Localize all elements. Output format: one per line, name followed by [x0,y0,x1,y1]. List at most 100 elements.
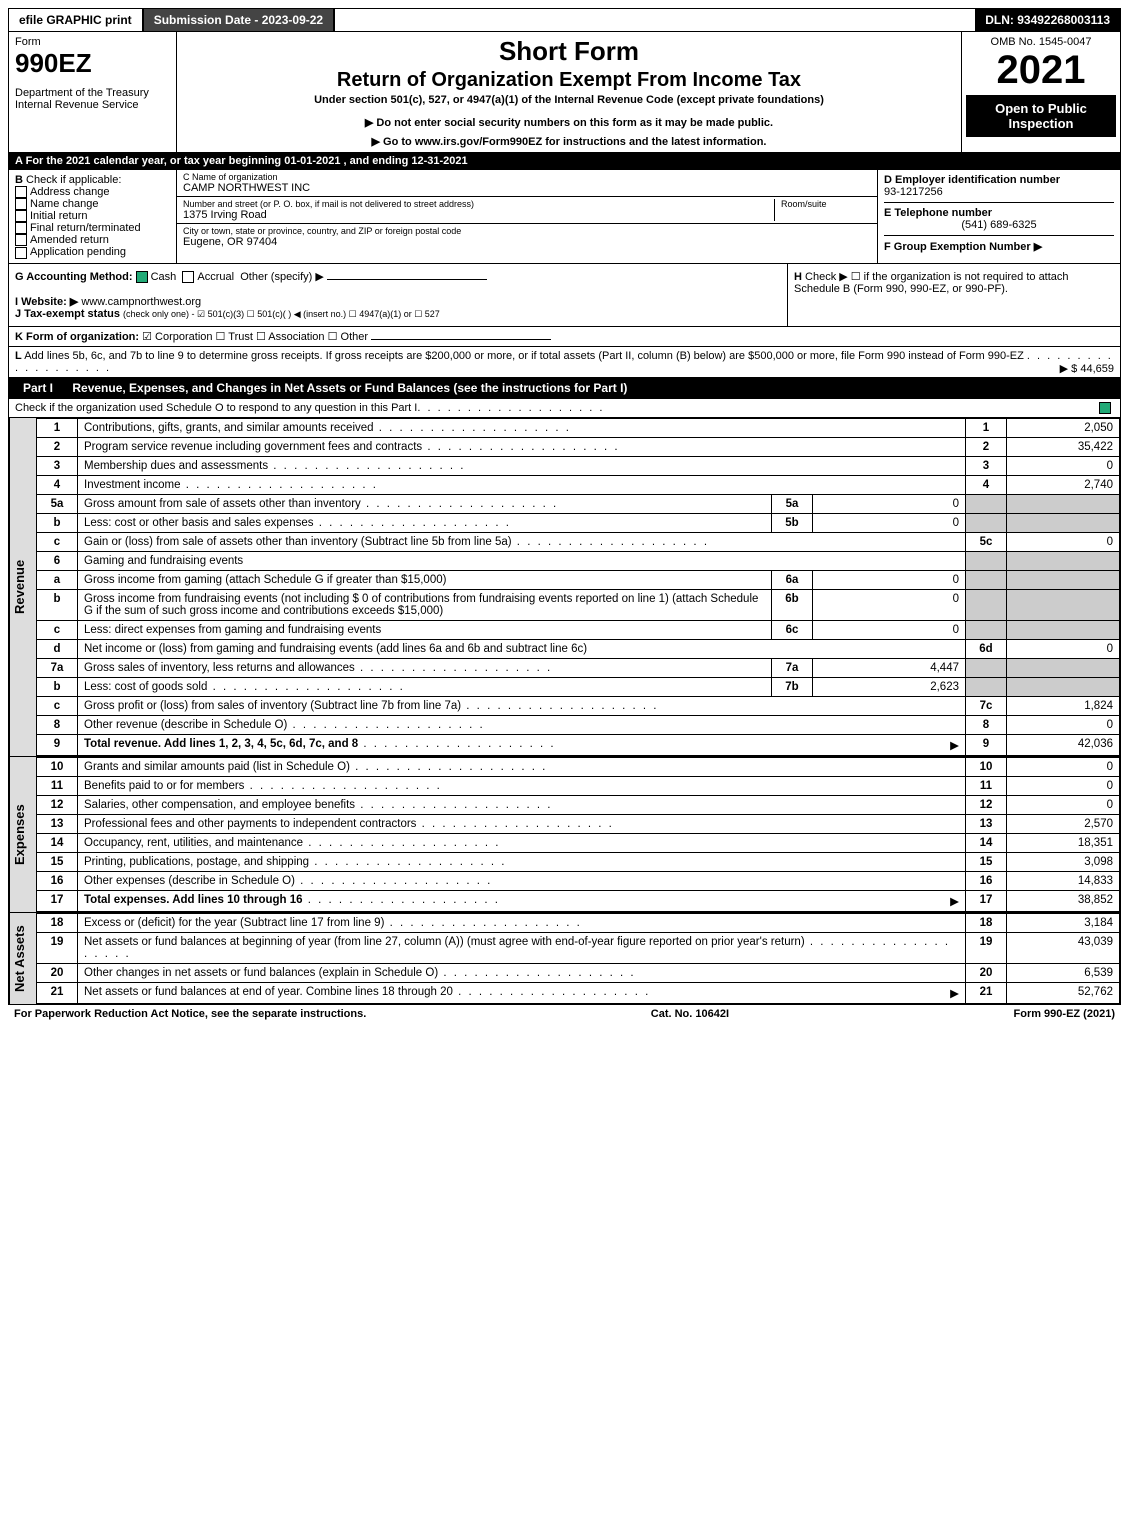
line-3-value: 0 [1007,456,1120,475]
website-link[interactable]: www.campnorthwest.org [81,296,201,308]
h-text: Check ▶ ☐ if the organization is not req… [794,271,1069,295]
line-6a-greyval [1007,570,1120,589]
part-i-tag: Part I [15,381,61,395]
line-6c: c Less: direct expenses from gaming and … [37,620,1120,639]
line-11: 11Benefits paid to or for members110 [37,776,1120,795]
j-label: J Tax-exempt status [15,308,120,320]
checkbox-name-change[interactable] [15,198,27,210]
line-9-num: 9 [37,734,78,755]
line-15: 15Printing, publications, postage, and s… [37,852,1120,871]
b-item-0: Address change [30,186,110,198]
line-21-rn: 21 [966,982,1007,1003]
line-11-value: 0 [1007,776,1120,795]
line-18-text: Excess or (deficit) for the year (Subtra… [78,913,966,932]
checkbox-address-change[interactable] [15,186,27,198]
line-11-rn: 11 [966,776,1007,795]
k-other-input[interactable] [371,339,551,340]
line-6b-text: Gross income from fundraising events (no… [78,589,772,620]
line-5b-num: b [37,513,78,532]
form-number: 990EZ [15,48,170,79]
checkbox-initial-return[interactable] [15,210,27,222]
line-4-text: Investment income [78,475,966,494]
checkbox-accrual[interactable] [182,271,194,283]
line-5c: c Gain or (loss) from sale of assets oth… [37,532,1120,551]
submission-date-label: Submission Date - 2023-09-22 [144,9,335,31]
line-18-num: 18 [37,913,78,932]
line-4: 4 Investment income 4 2,740 [37,475,1120,494]
line-2: 2 Program service revenue including gove… [37,437,1120,456]
k-label: K Form of organization: [15,331,139,343]
line-5b-grey [966,513,1007,532]
g-cash: Cash [151,271,177,283]
g-other: Other (specify) ▶ [240,271,324,283]
line-1: 1 Contributions, gifts, grants, and simi… [37,418,1120,437]
revenue-side-label: Revenue [9,418,36,756]
line-6d: d Net income or (loss) from gaming and f… [37,639,1120,658]
line-12-num: 12 [37,795,78,814]
line-6c-num: c [37,620,78,639]
part-i-checkbox[interactable] [1099,402,1111,414]
part-i-header: Part I Revenue, Expenses, and Changes in… [8,378,1121,399]
line-16-text: Other expenses (describe in Schedule O) [78,871,966,890]
col-c: C Name of organization CAMP NORTHWEST IN… [177,170,877,263]
line-6d-num: d [37,639,78,658]
l-amount: ▶ $ 44,659 [1060,362,1114,375]
line-11-text: Benefits paid to or for members [78,776,966,795]
h-section: H Check ▶ ☐ if the organization is not r… [787,264,1120,326]
line-6a-in: 6a [772,570,813,589]
line-14-rn: 14 [966,833,1007,852]
b-heading: Check if applicable: [26,174,121,186]
line-16-value: 14,833 [1007,871,1120,890]
irs-link[interactable]: www.irs.gov/Form990EZ [415,136,542,148]
line-1-num: 1 [37,418,78,437]
line-7b-in: 7b [772,677,813,696]
line-5a-iv: 0 [813,494,966,513]
tax-year: 2021 [966,48,1116,93]
line-2-num: 2 [37,437,78,456]
footer-right: Form 990-EZ (2021) [1014,1008,1115,1020]
line-10-text: Grants and similar amounts paid (list in… [78,757,966,776]
goto-note: ▶ Go to www.irs.gov/Form990EZ for instru… [181,135,957,148]
line-17-num: 17 [37,890,78,911]
checkbox-amended-return[interactable] [15,234,27,246]
line-6a-iv: 0 [813,570,966,589]
line-6c-grey [966,620,1007,639]
omb-label: OMB No. 1545-0047 [966,36,1116,48]
line-7a-text: Gross sales of inventory, less returns a… [78,658,772,677]
row-a: A For the 2021 calendar year, or tax yea… [8,153,1121,170]
line-6d-value: 0 [1007,639,1120,658]
line-7c-value: 1,824 [1007,696,1120,715]
line-1-text: Contributions, gifts, grants, and simila… [78,418,966,437]
g-accrual: Accrual [197,271,234,283]
part-i-title: Revenue, Expenses, and Changes in Net As… [72,381,627,395]
line-6b-grey [966,589,1007,620]
line-1-rn: 1 [966,418,1007,437]
line-7c-rn: 7c [966,696,1007,715]
line-20-rn: 20 [966,963,1007,982]
footer-left: For Paperwork Reduction Act Notice, see … [14,1008,366,1020]
line-7b-iv: 2,623 [813,677,966,696]
line-8-text: Other revenue (describe in Schedule O) [78,715,966,734]
line-16-rn: 16 [966,871,1007,890]
line-7c-text: Gross profit or (loss) from sales of inv… [78,696,966,715]
line-5a-grey [966,494,1007,513]
line-14-num: 14 [37,833,78,852]
line-7a-grey [966,658,1007,677]
topbar-spacer [335,9,975,31]
line-8-rn: 8 [966,715,1007,734]
line-6a-grey [966,570,1007,589]
room-label: Room/suite [781,199,871,209]
checkbox-final-return[interactable] [15,222,27,234]
h-label: H [794,271,802,283]
bcdef-block: B Check if applicable: Address change Na… [8,170,1121,264]
header-left: Form 990EZ Department of the Treasury In… [9,32,177,152]
checkbox-cash[interactable] [136,271,148,283]
efile-print-button[interactable]: efile GRAPHIC print [9,9,144,31]
checkbox-application-pending[interactable] [15,247,27,259]
line-6d-rn: 6d [966,639,1007,658]
line-9-value: 42,036 [1007,734,1120,755]
line-5c-value: 0 [1007,532,1120,551]
form-label: Form [15,36,170,48]
g-other-input[interactable] [327,279,487,280]
form-title: Short Form [181,36,957,67]
